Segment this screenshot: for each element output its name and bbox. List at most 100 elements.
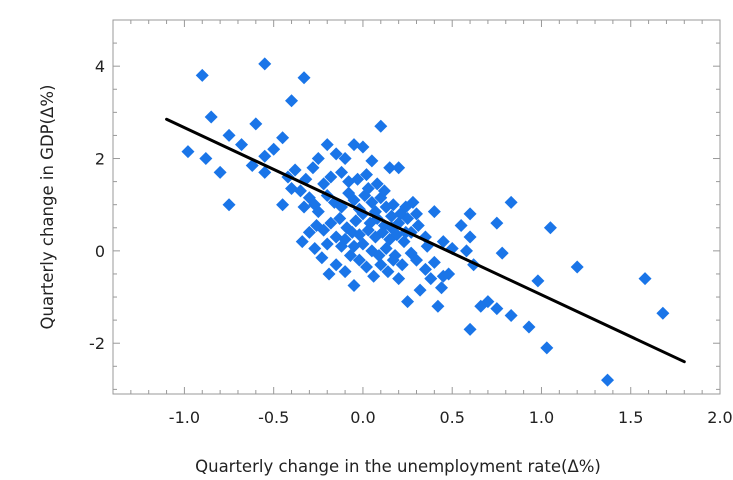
y-tick-label: 0 xyxy=(95,242,105,261)
data-point xyxy=(474,299,488,313)
data-point xyxy=(338,152,352,166)
data-point xyxy=(376,225,390,239)
data-point xyxy=(347,278,361,292)
data-point xyxy=(335,239,349,253)
x-tick-labels: -1.0 -0.5 0.0 0.5 1.0 1.5 2.0 xyxy=(169,408,733,427)
y-tick-label: 4 xyxy=(95,57,105,76)
data-point xyxy=(397,235,411,249)
data-point xyxy=(392,272,406,286)
data-point xyxy=(385,209,399,223)
data-point xyxy=(372,248,386,262)
data-point xyxy=(504,309,518,323)
data-point xyxy=(302,225,316,239)
data-point xyxy=(490,216,504,230)
data-point xyxy=(258,57,272,71)
data-point xyxy=(258,149,272,163)
data-point xyxy=(310,218,324,232)
data-point xyxy=(297,71,311,85)
data-point xyxy=(395,258,409,272)
data-point xyxy=(436,235,450,249)
data-point xyxy=(411,218,425,232)
data-point xyxy=(235,138,249,152)
data-point xyxy=(410,253,423,267)
data-point xyxy=(434,281,448,295)
data-point xyxy=(329,258,343,272)
data-point xyxy=(427,255,441,269)
data-point xyxy=(311,205,325,219)
x-axis-title: Quarterly change in the unemployment rat… xyxy=(195,457,601,476)
data-point xyxy=(276,198,290,212)
data-point xyxy=(324,216,338,230)
data-point xyxy=(204,110,218,124)
data-point xyxy=(342,175,356,189)
data-point xyxy=(365,154,379,168)
data-point xyxy=(601,373,615,387)
data-point xyxy=(379,242,393,256)
data-point xyxy=(199,152,213,166)
data-point xyxy=(370,177,384,191)
data-point xyxy=(392,161,406,175)
data-point xyxy=(377,184,391,198)
data-point xyxy=(495,246,509,260)
data-point xyxy=(347,193,361,207)
data-point xyxy=(222,198,236,212)
data-point xyxy=(333,212,347,226)
x-tick-label: 1.0 xyxy=(529,408,554,427)
data-point xyxy=(522,320,536,334)
data-point xyxy=(317,177,331,191)
data-point xyxy=(401,212,415,226)
data-point xyxy=(335,165,349,179)
data-point xyxy=(418,262,432,276)
data-point xyxy=(306,161,320,175)
data-point xyxy=(293,184,307,198)
data-point xyxy=(297,200,311,214)
data-point xyxy=(463,207,477,221)
data-point xyxy=(383,161,397,175)
data-point xyxy=(195,68,209,82)
data-point xyxy=(360,168,374,182)
data-point xyxy=(329,230,343,244)
data-point xyxy=(459,244,473,258)
data-point xyxy=(570,260,584,274)
y-tick-labels: -2 0 2 4 xyxy=(89,57,105,353)
data-point xyxy=(352,253,366,267)
data-points xyxy=(181,57,670,387)
data-point xyxy=(311,152,325,166)
data-point xyxy=(349,214,363,228)
x-tick-label: 2.0 xyxy=(707,408,732,427)
data-point xyxy=(308,242,322,256)
data-point xyxy=(324,170,338,184)
data-point xyxy=(540,341,554,355)
data-point xyxy=(249,117,263,131)
data-point xyxy=(213,165,227,179)
data-point xyxy=(427,205,441,219)
data-point xyxy=(356,237,370,251)
data-point xyxy=(361,182,375,196)
data-point xyxy=(463,322,477,336)
data-point xyxy=(656,306,670,320)
data-point xyxy=(351,172,365,186)
data-point xyxy=(463,230,477,244)
data-point xyxy=(638,272,652,286)
x-tick-label: -1.0 xyxy=(169,408,200,427)
axis-ticks xyxy=(112,19,721,394)
data-point xyxy=(329,147,343,161)
data-point xyxy=(267,142,281,156)
data-point xyxy=(424,272,438,286)
y-tick-label: 2 xyxy=(95,150,105,169)
x-tick-label: 0.5 xyxy=(439,408,464,427)
data-point xyxy=(315,251,329,265)
data-point xyxy=(347,138,361,152)
data-point xyxy=(295,235,309,249)
y-tick-label: -2 xyxy=(89,334,105,353)
y-axis-title: Quarterly change in GDP(Δ%) xyxy=(38,85,57,330)
x-tick-label: -0.5 xyxy=(258,408,289,427)
data-point xyxy=(322,267,336,281)
data-point xyxy=(436,269,450,283)
data-point xyxy=(338,265,352,279)
data-point xyxy=(431,299,445,313)
data-point xyxy=(258,165,272,179)
data-point xyxy=(288,163,302,177)
x-tick-label: 1.5 xyxy=(618,408,643,427)
